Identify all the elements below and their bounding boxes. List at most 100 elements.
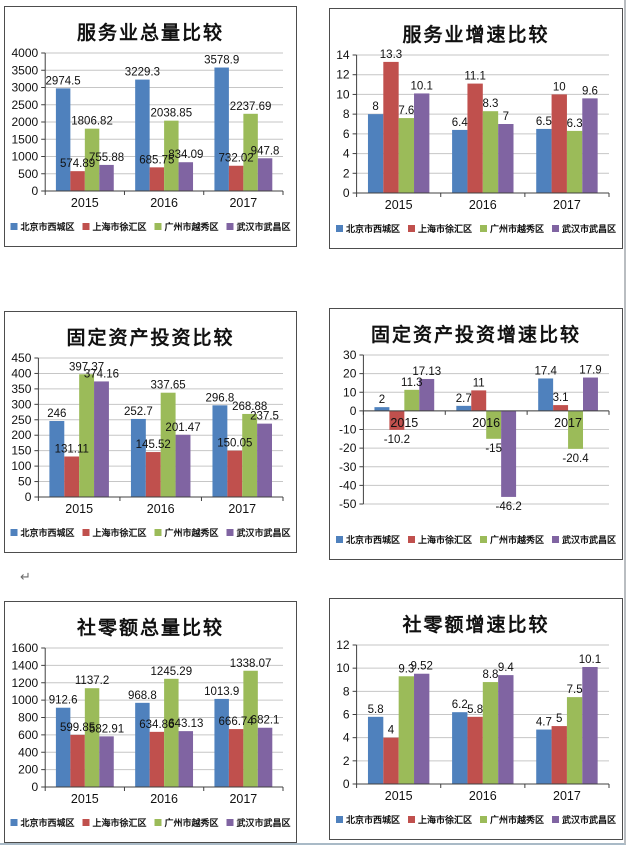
legend-swatch	[82, 223, 90, 230]
data-label: 7.5	[567, 684, 583, 696]
data-label: 968.8	[128, 690, 157, 702]
legend-swatch	[226, 529, 234, 536]
bar	[145, 452, 161, 497]
bar	[99, 736, 114, 787]
x-tick-label: 2016	[472, 416, 500, 430]
bar	[214, 67, 229, 191]
legend-swatch	[226, 819, 234, 826]
y-tick-label: 300	[11, 397, 31, 411]
legend-label: 广州市越秀区	[165, 817, 219, 828]
data-label: 8	[372, 101, 378, 113]
legend-label: 北京市西城区	[346, 814, 400, 825]
data-label: 8.3	[482, 98, 498, 110]
x-tick-label: 2015	[65, 502, 93, 516]
bar	[49, 421, 65, 497]
legend-label: 武汉市武昌区	[237, 527, 291, 538]
y-tick-label: 1600	[11, 641, 38, 655]
data-label: 13.3	[380, 49, 402, 61]
chart-service-total[interactable]: 服务业总量比较 0 500 1000 1500 2000 2500 3000 3500 4000 2…	[4, 6, 297, 247]
x-tick-label: 2016	[150, 792, 178, 806]
y-tick-label: 12	[336, 638, 350, 652]
data-label: 1806.82	[71, 116, 113, 128]
bar	[414, 93, 430, 193]
y-tick-label: 3500	[11, 63, 38, 77]
data-label: 3229.3	[125, 67, 160, 79]
y-tick-label: 1000	[11, 693, 38, 707]
y-tick-label: -10	[339, 423, 357, 437]
legend-label: 北京市西城区	[346, 223, 400, 234]
bar	[536, 729, 552, 784]
y-tick-label: 4	[343, 147, 350, 161]
y-tick-label: 0	[343, 777, 350, 791]
bar	[419, 378, 435, 411]
x-tick-label: 2015	[71, 196, 99, 210]
y-tick-label: 250	[11, 413, 31, 427]
y-tick-label: 2	[343, 754, 350, 768]
legend-label: 北京市西城区	[21, 527, 75, 538]
x-tick-label: 2016	[150, 196, 178, 210]
x-tick-label: 2017	[229, 196, 257, 210]
legend-label: 广州市越秀区	[490, 814, 544, 825]
bar	[467, 716, 483, 784]
y-tick-label: -40	[339, 478, 357, 492]
chart-retail-total[interactable]: 社零额总量比较 0 200 400 600 800 1000 1200 1400 1600 2015…	[4, 601, 297, 843]
bar	[64, 456, 80, 497]
bar	[243, 113, 258, 191]
bar	[551, 726, 567, 784]
bar	[456, 405, 472, 411]
bar	[389, 410, 405, 430]
legend-label: 广州市越秀区	[165, 527, 219, 538]
bar	[582, 667, 598, 784]
data-label: 599.85	[60, 722, 95, 734]
legend-swatch	[336, 225, 343, 232]
bar	[471, 390, 487, 411]
bar	[452, 712, 468, 784]
x-tick-label: 2015	[390, 416, 418, 430]
bar	[498, 124, 514, 193]
bar	[227, 450, 243, 497]
chart-service-growth[interactable]: 服务业增速比较 0 2 4 6 8 10 12 14 2015 2016 2017 8 6.4 6.5 13.…	[329, 8, 623, 249]
chart-investment-growth[interactable]: 固定资产投资增速比较 -50 -40 -30 -20 -10 0 10 20 30 2015 2016…	[329, 308, 623, 560]
bar	[70, 734, 85, 787]
data-label: 2.7	[456, 393, 472, 405]
y-tick-label: 0	[343, 186, 350, 200]
data-label: -20.4	[562, 453, 589, 465]
legend-swatch	[552, 225, 559, 232]
data-label: 7	[503, 111, 509, 123]
data-label: 150.05	[217, 438, 252, 450]
chart-retail-growth[interactable]: 社零额增速比较 0 2 4 6 8 10 12 2015 2016 2017 5.8 6.2 4.7 4 5.…	[329, 598, 623, 840]
data-label: 397.37	[69, 361, 104, 373]
y-tick-label: 10	[336, 661, 350, 675]
data-label: -10.2	[384, 434, 410, 446]
legend-label: 广州市越秀区	[490, 223, 544, 234]
data-label: 582.91	[89, 723, 124, 735]
bar	[482, 682, 499, 784]
bar	[566, 697, 583, 784]
y-tick-label: -20	[339, 441, 357, 455]
bar	[482, 111, 499, 193]
legend-swatch	[336, 536, 343, 543]
y-tick-label: 200	[18, 763, 38, 777]
x-tick-label: 2015	[71, 792, 99, 806]
data-label: 201.47	[165, 422, 200, 434]
data-label: 9.3	[398, 663, 414, 675]
bar	[178, 162, 194, 191]
y-tick-label: 2500	[11, 98, 38, 112]
legend-label: 上海市徐汇区	[418, 223, 472, 234]
data-label: 145.52	[136, 439, 171, 451]
y-tick-label: 1200	[11, 676, 38, 690]
bar	[178, 731, 194, 787]
y-tick-label: 1500	[11, 132, 38, 146]
legend-swatch	[408, 225, 415, 232]
data-label: 237.5	[250, 411, 279, 423]
bar	[164, 678, 179, 787]
data-label: 634.86	[139, 719, 174, 731]
bar	[486, 410, 502, 439]
bar	[257, 727, 273, 787]
data-label: 5.8	[368, 704, 384, 716]
data-label: 3578.9	[204, 55, 239, 67]
data-label: 337.65	[151, 380, 186, 392]
chart-canvas: 固定资产投资增速比较 -50 -40 -30 -20 -10 0 10 20 30 2015 2016…	[336, 323, 616, 545]
bar	[452, 129, 468, 193]
chart-investment-total[interactable]: 固定资产投资比较 0 50 100 150 200 250 300 350 400 450 2015 2…	[4, 311, 297, 553]
